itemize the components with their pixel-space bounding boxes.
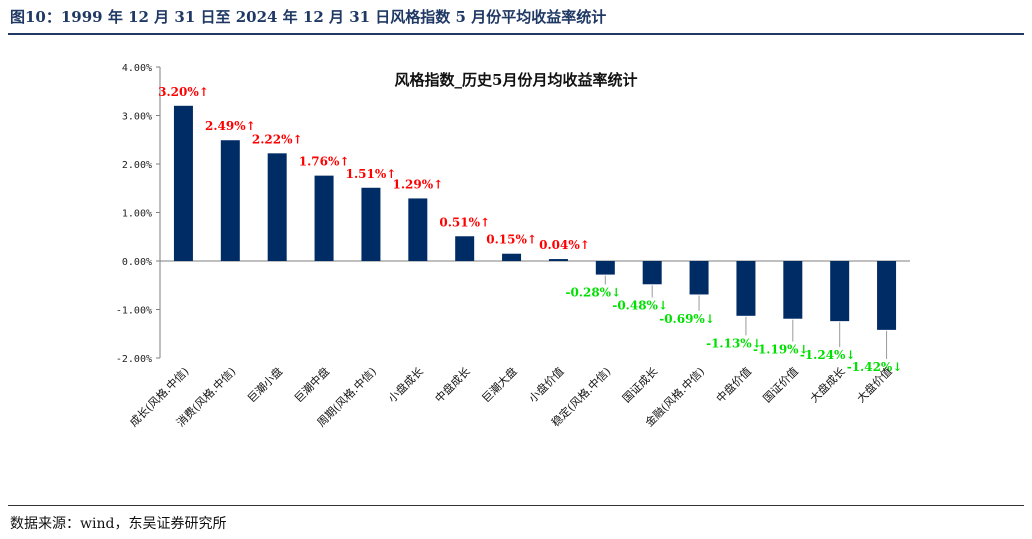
bar: [173, 105, 193, 261]
bar-series: [173, 105, 897, 330]
bar: [361, 187, 381, 261]
y-tick-label: 2.00%: [122, 160, 152, 171]
data-label: 1.29%↑: [392, 177, 443, 191]
y-tick-label: -2.00%: [116, 354, 152, 365]
data-label: -0.69%↓: [659, 312, 715, 326]
bar: [689, 261, 709, 295]
chart-title: 风格指数_历史5月份月均收益率统计: [395, 71, 638, 89]
category-label: 国证成长: [620, 365, 660, 405]
title-rule: [8, 33, 1024, 35]
data-label: 0.04%↑: [539, 238, 590, 252]
bar: [830, 261, 850, 322]
bar: [220, 140, 240, 261]
data-label: 1.76%↑: [299, 155, 350, 169]
y-tick-label: 1.00%: [122, 209, 152, 220]
y-tick-label: 3.00%: [122, 112, 152, 123]
data-label: 0.51%↑: [439, 215, 490, 229]
label-leader-lines: [604, 275, 888, 360]
footer-rule: [8, 505, 1024, 506]
data-label: 3.20%↑: [158, 85, 209, 99]
bar: [267, 153, 287, 261]
category-label: 国证价值: [761, 365, 801, 405]
source-note: 数据来源：wind，东吴证券研究所: [10, 516, 227, 532]
data-label: 2.22%↑: [252, 132, 303, 146]
category-label: 巨潮大盘: [479, 364, 520, 405]
bar: [877, 261, 897, 330]
bar: [408, 198, 428, 261]
data-labels: 3.20%↑ 2.49%↑2.22%↑ 1.76%↑1.51%↑1.29%↑ 0.51…: [158, 85, 902, 374]
y-axis-ticks: 4.00% 3.00% 2.00% 1.00% 0.00% -1.00% -2.00%: [116, 63, 160, 365]
bar: [314, 175, 334, 261]
category-label: 大盘成长: [807, 364, 848, 405]
data-label: 2.49%↑: [205, 119, 256, 133]
category-label: 小盘成长: [385, 364, 426, 405]
data-label: -1.42%↓: [847, 360, 903, 374]
category-label: 小盘价值: [526, 364, 567, 405]
data-label: -1.24%↓: [800, 348, 856, 362]
category-label: 巨潮中盘: [291, 364, 332, 405]
bar: [783, 261, 803, 319]
category-label: 巨潮小盘: [244, 364, 285, 405]
x-axis-category-labels: 成长(风格.中信)消费(风格.中信) 巨潮小盘 巨潮中盘周期(风格.中信) 小盘成长中…: [126, 364, 894, 429]
bar: [455, 236, 475, 261]
category-label: 中盘价值: [713, 364, 754, 405]
bar-chart: 风格指数_历史5月份月均收益率统计 4.00% 3.00% 2.00% 1.00% 0.…: [116, 63, 910, 429]
bar: [642, 261, 662, 285]
data-label: -0.28%↓: [565, 286, 621, 300]
bar: [502, 253, 522, 261]
figure-title: 图10：1999 年 12 月 31 日至 2024 年 12 月 31 日风格…: [10, 8, 607, 26]
data-label: 0.15%↑: [486, 233, 537, 247]
y-tick-label: -1.00%: [116, 306, 152, 317]
bar: [548, 259, 568, 261]
category-label: 中盘成长: [432, 364, 473, 405]
data-label: -1.13%↓: [706, 336, 762, 350]
y-tick-label: 4.00%: [122, 63, 152, 74]
data-label: 1.51%↑: [346, 167, 397, 181]
data-label: -1.19%↓: [753, 343, 809, 357]
bar: [595, 261, 615, 275]
data-label: -0.48%↓: [612, 298, 668, 312]
y-tick-label: 0.00%: [122, 257, 152, 268]
bar: [736, 261, 756, 316]
